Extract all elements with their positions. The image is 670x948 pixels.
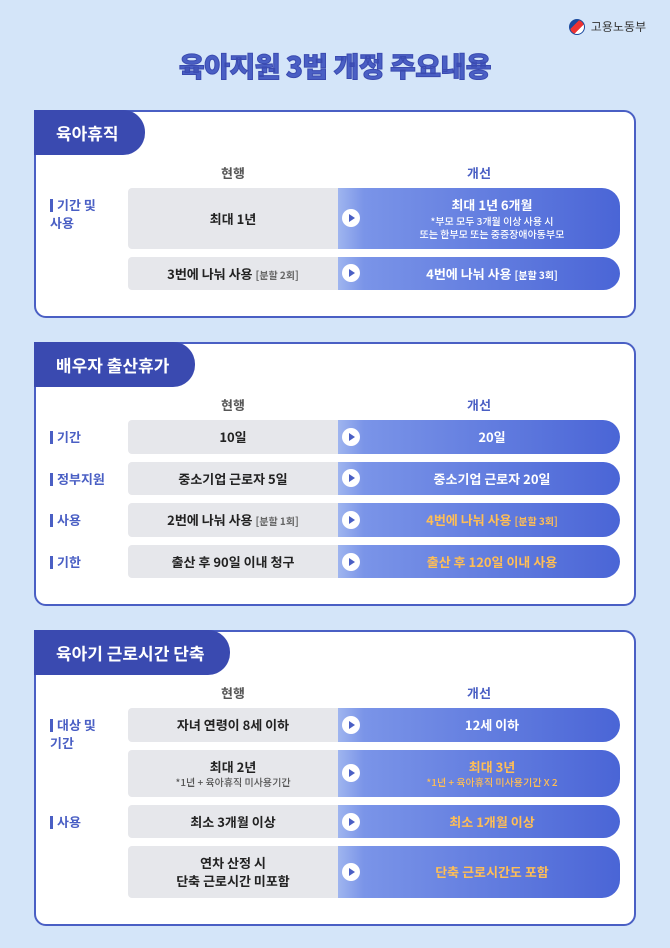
logo-text: 고용노동부 [591,18,646,35]
row-label: 대상 및기간 [50,708,128,797]
col-before: 현행 [128,395,338,414]
before-cell: 중소기업 근로자 5일 [128,462,338,496]
row-label: 사용 [50,805,128,898]
ministry-logo: 고용노동부 [569,18,646,35]
row-label: 기한 [50,545,128,579]
comparison-row: 사용최소 3개월 이상 최소 1개월 이상연차 산정 시단축 근로시간 미포함 단축… [50,805,620,898]
arrow-icon [338,846,364,897]
row-label: 사용 [50,503,128,537]
comparison-bar: 3번에 나눠 사용 [분할 2회] 4번에 나눠 사용 [분할 3회] [128,257,620,291]
comparison-bar: 자녀 연령이 8세 이하 12세 이하 [128,708,620,742]
col-after: 개선 [338,163,620,182]
col-after: 개선 [338,683,620,702]
comparison-bar: 연차 산정 시단축 근로시간 미포함 단축 근로시간도 포함 [128,846,620,897]
after-cell: 최대 1년 6개월*부모 모두 3개월 이상 사용 시또는 한부모 또는 중증장… [364,188,620,249]
comparison-bar: 2번에 나눠 사용 [분할 1회] 4번에 나눠 사용 [분할 3회] [128,503,620,537]
column-headers: 현행개선 [128,395,620,414]
arrow-icon [338,545,364,579]
bar-group: 중소기업 근로자 5일 중소기업 근로자 20일 [128,462,620,496]
row-label: 기간 및사용 [50,188,128,290]
comparison-bar: 최대 2년*1년 + 육아휴직 미사용기간 최대 3년*1년 + 육아휴직 미사용… [128,750,620,797]
before-cell: 최대 2년*1년 + 육아휴직 미사용기간 [128,750,338,797]
before-cell: 최소 3개월 이상 [128,805,338,839]
col-before: 현행 [128,683,338,702]
logo-emblem-icon [569,19,585,35]
comparison-bar: 최대 1년 최대 1년 6개월*부모 모두 3개월 이상 사용 시또는 한부모 또… [128,188,620,249]
after-cell: 20일 [364,420,620,454]
bar-group: 최대 1년 최대 1년 6개월*부모 모두 3개월 이상 사용 시또는 한부모 또… [128,188,620,290]
section-card: 배우자 출산휴가현행개선기간10일20일정부지원중소기업 근로자 5일중소기업 … [34,342,636,606]
comparison-bar: 최소 3개월 이상 최소 1개월 이상 [128,805,620,839]
column-headers: 현행개선 [128,163,620,182]
arrow-icon [338,805,364,839]
page-title: 육아지원 3법 개정 주요내용 [0,0,670,86]
bar-group: 자녀 연령이 8세 이하12세 이하최대 2년*1년 + 육아휴직 미사용기간최… [128,708,620,797]
before-cell: 출산 후 90일 이내 청구 [128,545,338,579]
after-cell: 최소 1개월 이상 [364,805,620,839]
comparison-row: 기간 및사용최대 1년 최대 1년 6개월*부모 모두 3개월 이상 사용 시또는… [50,188,620,290]
bar-group: 2번에 나눠 사용 [분할 1회] 4번에 나눠 사용 [분할 3회] [128,503,620,537]
after-cell: 4번에 나눠 사용 [분할 3회] [364,257,620,291]
comparison-bar: 중소기업 근로자 5일 중소기업 근로자 20일 [128,462,620,496]
before-cell: 10일 [128,420,338,454]
after-cell: 12세 이하 [364,708,620,742]
before-cell: 자녀 연령이 8세 이하 [128,708,338,742]
after-cell: 단축 근로시간도 포함 [364,846,620,897]
after-cell: 출산 후 120일 이내 사용 [364,545,620,579]
col-before: 현행 [128,163,338,182]
after-cell: 최대 3년*1년 + 육아휴직 미사용기간 X 2 [364,750,620,797]
before-cell: 연차 산정 시단축 근로시간 미포함 [128,846,338,897]
comparison-row: 기간10일 20일 [50,420,620,454]
comparison-bar: 10일 20일 [128,420,620,454]
before-cell: 3번에 나눠 사용 [분할 2회] [128,257,338,291]
section-card: 육아휴직현행개선기간 및사용최대 1년최대 1년 6개월*부모 모두 3개월 이… [34,110,636,318]
comparison-row: 대상 및기간자녀 연령이 8세 이하 12세 이하최대 2년*1년 + 육아휴직 … [50,708,620,797]
arrow-icon [338,750,364,797]
bar-group: 출산 후 90일 이내 청구 출산 후 120일 이내 사용 [128,545,620,579]
after-cell: 4번에 나눠 사용 [분할 3회] [364,503,620,537]
arrow-icon [338,257,364,291]
comparison-row: 정부지원중소기업 근로자 5일 중소기업 근로자 20일 [50,462,620,496]
before-cell: 최대 1년 [128,188,338,249]
arrow-icon [338,420,364,454]
section-header: 배우자 출산휴가 [34,342,195,387]
arrow-icon [338,503,364,537]
row-label: 기간 [50,420,128,454]
arrow-icon [338,462,364,496]
row-label: 정부지원 [50,462,128,496]
arrow-icon [338,188,364,249]
arrow-icon [338,708,364,742]
section-card: 육아기 근로시간 단축현행개선대상 및기간자녀 연령이 8세 이하12세 이하최… [34,630,636,925]
before-cell: 2번에 나눠 사용 [분할 1회] [128,503,338,537]
section-header: 육아기 근로시간 단축 [34,630,230,675]
comparison-bar: 출산 후 90일 이내 청구 출산 후 120일 이내 사용 [128,545,620,579]
after-cell: 중소기업 근로자 20일 [364,462,620,496]
section-header: 육아휴직 [34,110,145,155]
comparison-row: 사용2번에 나눠 사용 [분할 1회] 4번에 나눠 사용 [분할 3회] [50,503,620,537]
comparison-row: 기한출산 후 90일 이내 청구 출산 후 120일 이내 사용 [50,545,620,579]
bar-group: 10일 20일 [128,420,620,454]
col-after: 개선 [338,395,620,414]
bar-group: 최소 3개월 이상 최소 1개월 이상연차 산정 시단축 근로시간 미포함 단축 근… [128,805,620,898]
column-headers: 현행개선 [128,683,620,702]
